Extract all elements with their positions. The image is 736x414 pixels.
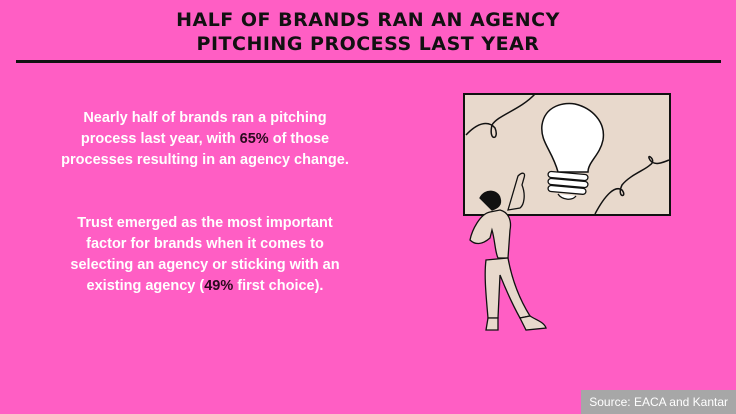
paragraph-text: Nearly half of brands ran a pitching pro… xyxy=(80,110,327,147)
title-line-1: HALF OF BRANDS RAN AN AGENCY xyxy=(176,9,560,31)
squiggle-left xyxy=(465,93,536,139)
page-title: HALF OF BRANDS RAN AN AGENCY PITCHING PR… xyxy=(0,8,736,56)
paragraph-pitching: Nearly half of brands ran a pitching pro… xyxy=(60,108,350,171)
lightbulb-illustration xyxy=(463,93,671,331)
stat-highlight-65: 65% xyxy=(239,131,269,147)
paragraph-text: first choice). xyxy=(233,278,324,294)
title-divider xyxy=(16,60,721,63)
lightbulb-icon xyxy=(541,102,605,200)
stat-highlight-49: 49% xyxy=(204,278,234,294)
paragraph-text: of those processes resulting in an agenc… xyxy=(61,131,349,168)
woman-figure xyxy=(469,172,547,331)
source-credit: Source: EACA and Kantar xyxy=(581,390,736,414)
title-line-2: PITCHING PROCESS LAST YEAR xyxy=(196,33,540,55)
squiggle-right xyxy=(594,155,670,215)
paragraph-trust: Trust emerged as the most important fact… xyxy=(60,213,350,297)
paragraph-text: Trust emerged as the most important fact… xyxy=(70,215,340,294)
